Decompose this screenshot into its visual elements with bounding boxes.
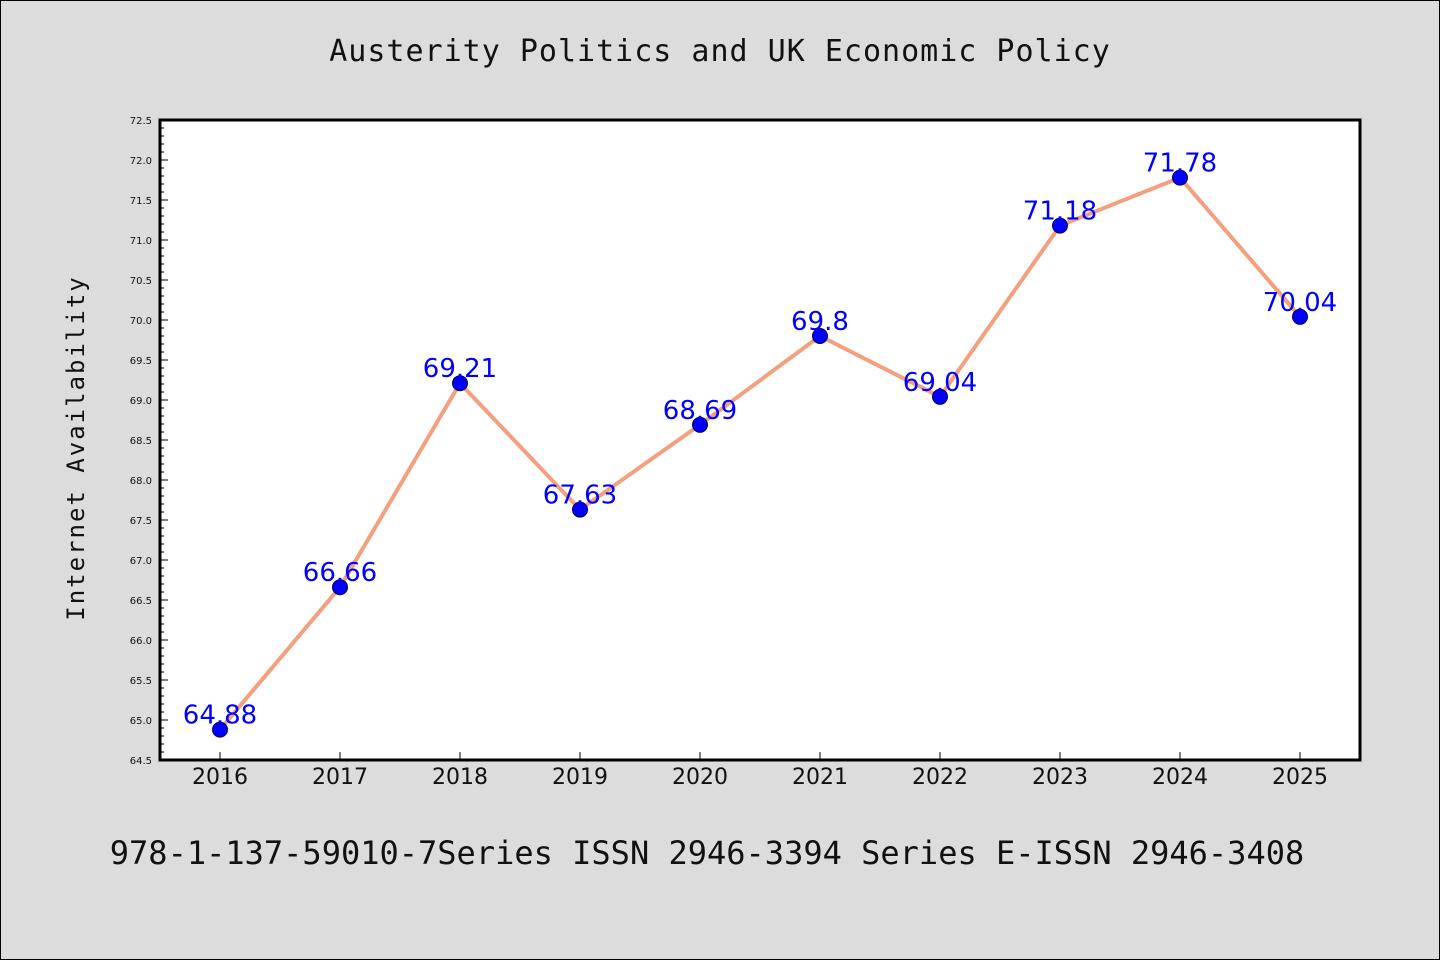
data-point-label: 66.66 <box>303 558 377 588</box>
data-point-marker <box>1292 308 1308 325</box>
data-point-marker <box>572 501 588 518</box>
x-tick-label: 2021 <box>792 765 848 790</box>
data-markers <box>212 169 1308 738</box>
footer-isbn-text: 978-1-137-59010-7Series ISSN 2946-3394 S… <box>109 834 1305 872</box>
data-point-marker <box>692 416 708 433</box>
data-point-label: 71.18 <box>1023 197 1097 227</box>
data-point-marker <box>812 328 828 344</box>
x-axis-ticks: 2016 2017 2018 2019 2020 2021 2022 2023 2024 2025 <box>192 752 1328 790</box>
x-tick-label: 2016 <box>192 765 248 790</box>
data-point-label: 68.69 <box>663 396 737 426</box>
y-tick-label: 70.5 <box>130 276 152 287</box>
data-point-marker <box>212 721 228 738</box>
series-line <box>218 175 1302 732</box>
data-point-label: 69.21 <box>423 354 497 384</box>
data-labels: 64.88 66.66 69.21 67.63 68.69 69.8 69.04 71.18 7… <box>183 149 1337 731</box>
x-tick-label: 2022 <box>912 765 968 790</box>
data-point-label: 64.88 <box>183 701 257 731</box>
data-point-marker <box>932 388 948 405</box>
y-axis-ticks: 64.5 65.0 65.5 66.0 66.5 67.0 67.5 68.0 68.5 69.0… <box>130 116 168 767</box>
x-tick-label: 2025 <box>1272 765 1328 790</box>
series-line-group <box>218 175 1302 732</box>
data-point-label: 67.63 <box>543 481 617 511</box>
x-tick-label: 2017 <box>312 765 368 790</box>
data-point-marker <box>1052 217 1068 234</box>
y-tick-label: 67.5 <box>130 516 152 527</box>
data-point-label: 71.78 <box>1143 149 1217 179</box>
y-tick-label: 68.0 <box>130 476 152 487</box>
y-tick-label: 72.0 <box>130 156 152 167</box>
y-tick-label: 71.0 <box>130 236 152 247</box>
x-tick-label: 2020 <box>672 765 728 790</box>
data-point-marker <box>452 375 468 392</box>
y-tick-label: 64.5 <box>130 756 152 767</box>
data-point-label: 70.04 <box>1263 288 1337 318</box>
data-point-label: 69.8 <box>791 307 849 337</box>
data-point-marker <box>1172 169 1188 186</box>
x-tick-label: 2018 <box>432 765 488 790</box>
x-tick-label: 2019 <box>552 765 608 790</box>
y-tick-label: 65.5 <box>130 676 152 687</box>
y-tick-label: 69.5 <box>130 356 152 367</box>
y-tick-label: 69.0 <box>130 396 152 407</box>
y-tick-label: 72.5 <box>130 116 152 127</box>
y-tick-label: 66.0 <box>130 636 152 647</box>
x-tick-label: 2024 <box>1152 765 1208 790</box>
y-tick-label: 68.5 <box>130 436 152 447</box>
y-tick-label: 70.0 <box>130 316 152 327</box>
y-tick-label: 67.0 <box>130 556 152 567</box>
x-tick-label: 2023 <box>1032 765 1088 790</box>
chart-title: Austerity Politics and UK Economic Polic… <box>329 34 1111 69</box>
y-tick-label: 65.0 <box>130 716 152 727</box>
data-point-label: 69.04 <box>903 368 977 398</box>
plot-area <box>158 118 1362 762</box>
y-tick-label: 66.5 <box>130 596 152 607</box>
data-point-marker <box>332 579 348 596</box>
y-tick-label: 71.5 <box>130 196 152 207</box>
